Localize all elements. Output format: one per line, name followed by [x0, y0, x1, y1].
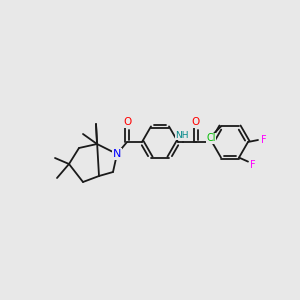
Text: O: O: [123, 117, 131, 127]
Text: O: O: [192, 117, 200, 127]
Text: F: F: [250, 160, 256, 170]
Text: F: F: [261, 135, 267, 145]
Text: Cl: Cl: [206, 134, 216, 143]
Text: N: N: [113, 149, 121, 159]
Text: NH: NH: [175, 130, 189, 140]
